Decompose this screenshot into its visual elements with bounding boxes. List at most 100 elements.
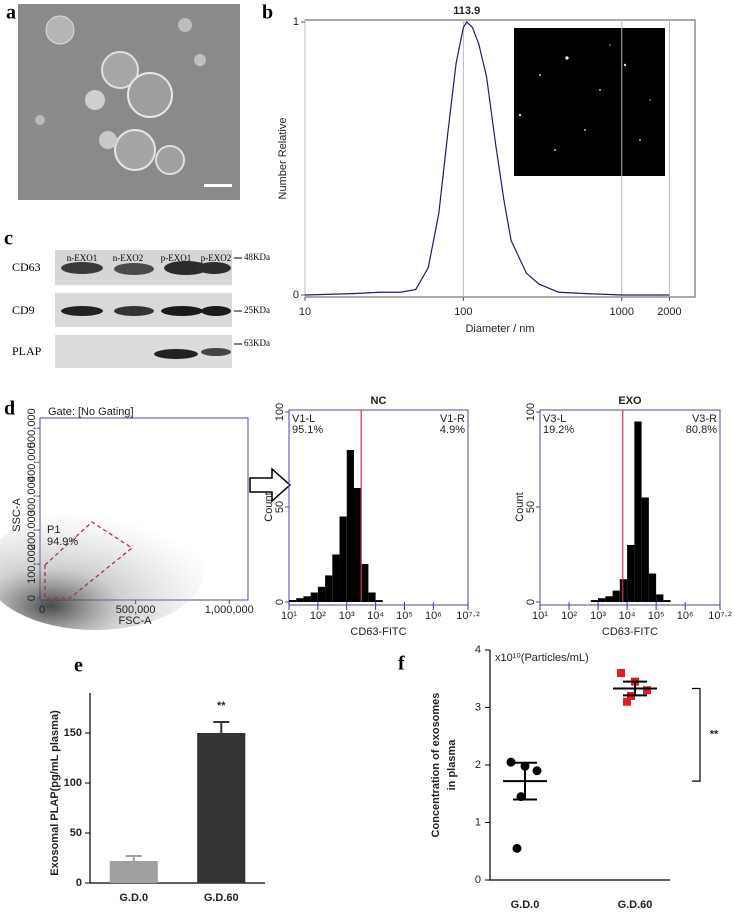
histogram-bar	[303, 596, 311, 602]
marker-label: 63KDa	[244, 338, 270, 348]
significance: **	[217, 700, 226, 712]
error-bar	[125, 855, 142, 861]
row-label: PLAP	[12, 344, 42, 358]
region-name: V1-R	[440, 413, 465, 425]
unit-label: x10¹⁰(Particles/mL)	[495, 652, 589, 664]
y-tick-label: 2	[475, 759, 481, 771]
histogram-bar	[353, 488, 362, 602]
data-point	[623, 697, 631, 706]
region-percent: 95.1%	[292, 424, 323, 436]
region-name: V1-L	[292, 413, 315, 425]
data-point	[532, 766, 542, 776]
region-name: V3-R	[692, 413, 717, 425]
y-axis-label: Exosomal PLAP(pg/mL plasma)	[49, 710, 61, 876]
lane-label: p-EXO1	[161, 253, 192, 263]
histogram-bar	[648, 573, 657, 602]
histogram-bar	[656, 594, 664, 602]
nta-inset	[514, 28, 665, 176]
x-tick-label: 10	[299, 306, 311, 318]
y-axis-label: Concentration of exosomes	[430, 693, 442, 838]
x-tick-label: 2000	[657, 306, 681, 318]
gate-percent: 94.9%	[47, 536, 78, 548]
plot-title: Gate: [No Gating]	[48, 406, 134, 418]
y-tick-label: 4	[475, 644, 481, 656]
sem-bar	[513, 761, 537, 801]
region-percent: 4.9%	[440, 424, 465, 436]
lane-label: n-EXO2	[113, 253, 144, 263]
sem-bar	[623, 680, 647, 697]
histogram-bar	[375, 600, 383, 602]
x-tick-label: 0	[39, 604, 45, 616]
x-tick-label: 10⁴	[619, 610, 636, 622]
x-tick-label: 500,000	[116, 604, 156, 616]
x-tick-label: 10⁶	[425, 610, 442, 622]
histogram-bar	[361, 564, 369, 602]
x-tick-label: 1,000,000	[205, 604, 254, 616]
y-axis-label: in plasma	[446, 739, 458, 791]
histogram-bar	[289, 600, 297, 602]
marker-label: 25KDa	[244, 305, 270, 315]
error-bar	[213, 721, 230, 733]
plot-frame	[288, 409, 469, 606]
event-cloud	[0, 510, 205, 630]
x-tick-label: 10⁶	[677, 610, 694, 622]
region-percent: 19.2%	[543, 424, 574, 436]
x-axis-label: Diameter / nm	[465, 323, 534, 335]
histogram-bar	[627, 545, 635, 602]
row-label: CD9	[12, 303, 35, 317]
histogram-bar	[641, 497, 649, 602]
peak-label: 113.9	[453, 5, 480, 17]
y-tick-label: 1	[293, 16, 299, 28]
x-tick-label: G.D.60	[618, 899, 653, 911]
data-point	[643, 686, 651, 695]
histogram-bar	[663, 600, 671, 602]
x-tick-label: G.D.60	[204, 892, 239, 904]
data-point	[512, 843, 522, 853]
y-tick-label: 0	[293, 289, 299, 301]
histogram-bar	[325, 575, 333, 602]
histogram-bar	[605, 596, 613, 602]
significance: **	[710, 729, 719, 741]
y-tick-label: 50	[274, 501, 286, 513]
x-tick-label: 10³	[339, 610, 355, 622]
arrow	[249, 467, 292, 503]
size-curve	[304, 21, 670, 296]
histogram-bar	[368, 592, 376, 602]
y-tick-label: 0	[525, 599, 537, 605]
histogram-bar	[296, 598, 304, 602]
x-tick-label: 10⁵	[648, 610, 665, 622]
bar	[197, 733, 246, 883]
y-tick-label: 400,000	[26, 442, 38, 482]
region-percent: 80.8%	[686, 424, 717, 436]
panel-label: d	[4, 398, 15, 420]
y-tick-label: 100	[274, 403, 286, 421]
y-tick-label: 100,000	[26, 544, 38, 584]
western-blot	[55, 250, 232, 368]
y-axis-label: Count	[514, 492, 526, 521]
data-point	[506, 757, 516, 767]
panel-label: c	[4, 228, 13, 250]
y-tick-label: 50	[525, 501, 537, 513]
histogram-bar	[317, 586, 326, 602]
y-tick-label: 150	[64, 727, 82, 739]
tem-image	[18, 4, 240, 200]
x-axis-label: CD63-FITC	[350, 626, 406, 638]
y-tick-label: 0	[475, 874, 481, 886]
bar	[109, 861, 158, 883]
x-tick-label: 10²	[561, 610, 577, 622]
plot-title: EXO	[618, 395, 642, 407]
histogram-bar	[332, 554, 340, 602]
y-axis-label: SSC-A	[11, 498, 23, 532]
y-axis-label: Number Relative	[277, 118, 289, 200]
y-tick-label: 3	[475, 701, 481, 713]
x-tick-label: 10⁵	[396, 610, 413, 622]
x-tick-label: 100	[454, 306, 472, 318]
panel-label: a	[6, 2, 16, 24]
histogram-bar	[619, 579, 628, 602]
y-tick-label: 50	[70, 827, 82, 839]
histogram-bar	[612, 590, 620, 602]
y-tick-label: 100	[525, 403, 537, 421]
y-tick-label: 300,000	[26, 476, 38, 516]
histogram-bar	[310, 592, 318, 602]
